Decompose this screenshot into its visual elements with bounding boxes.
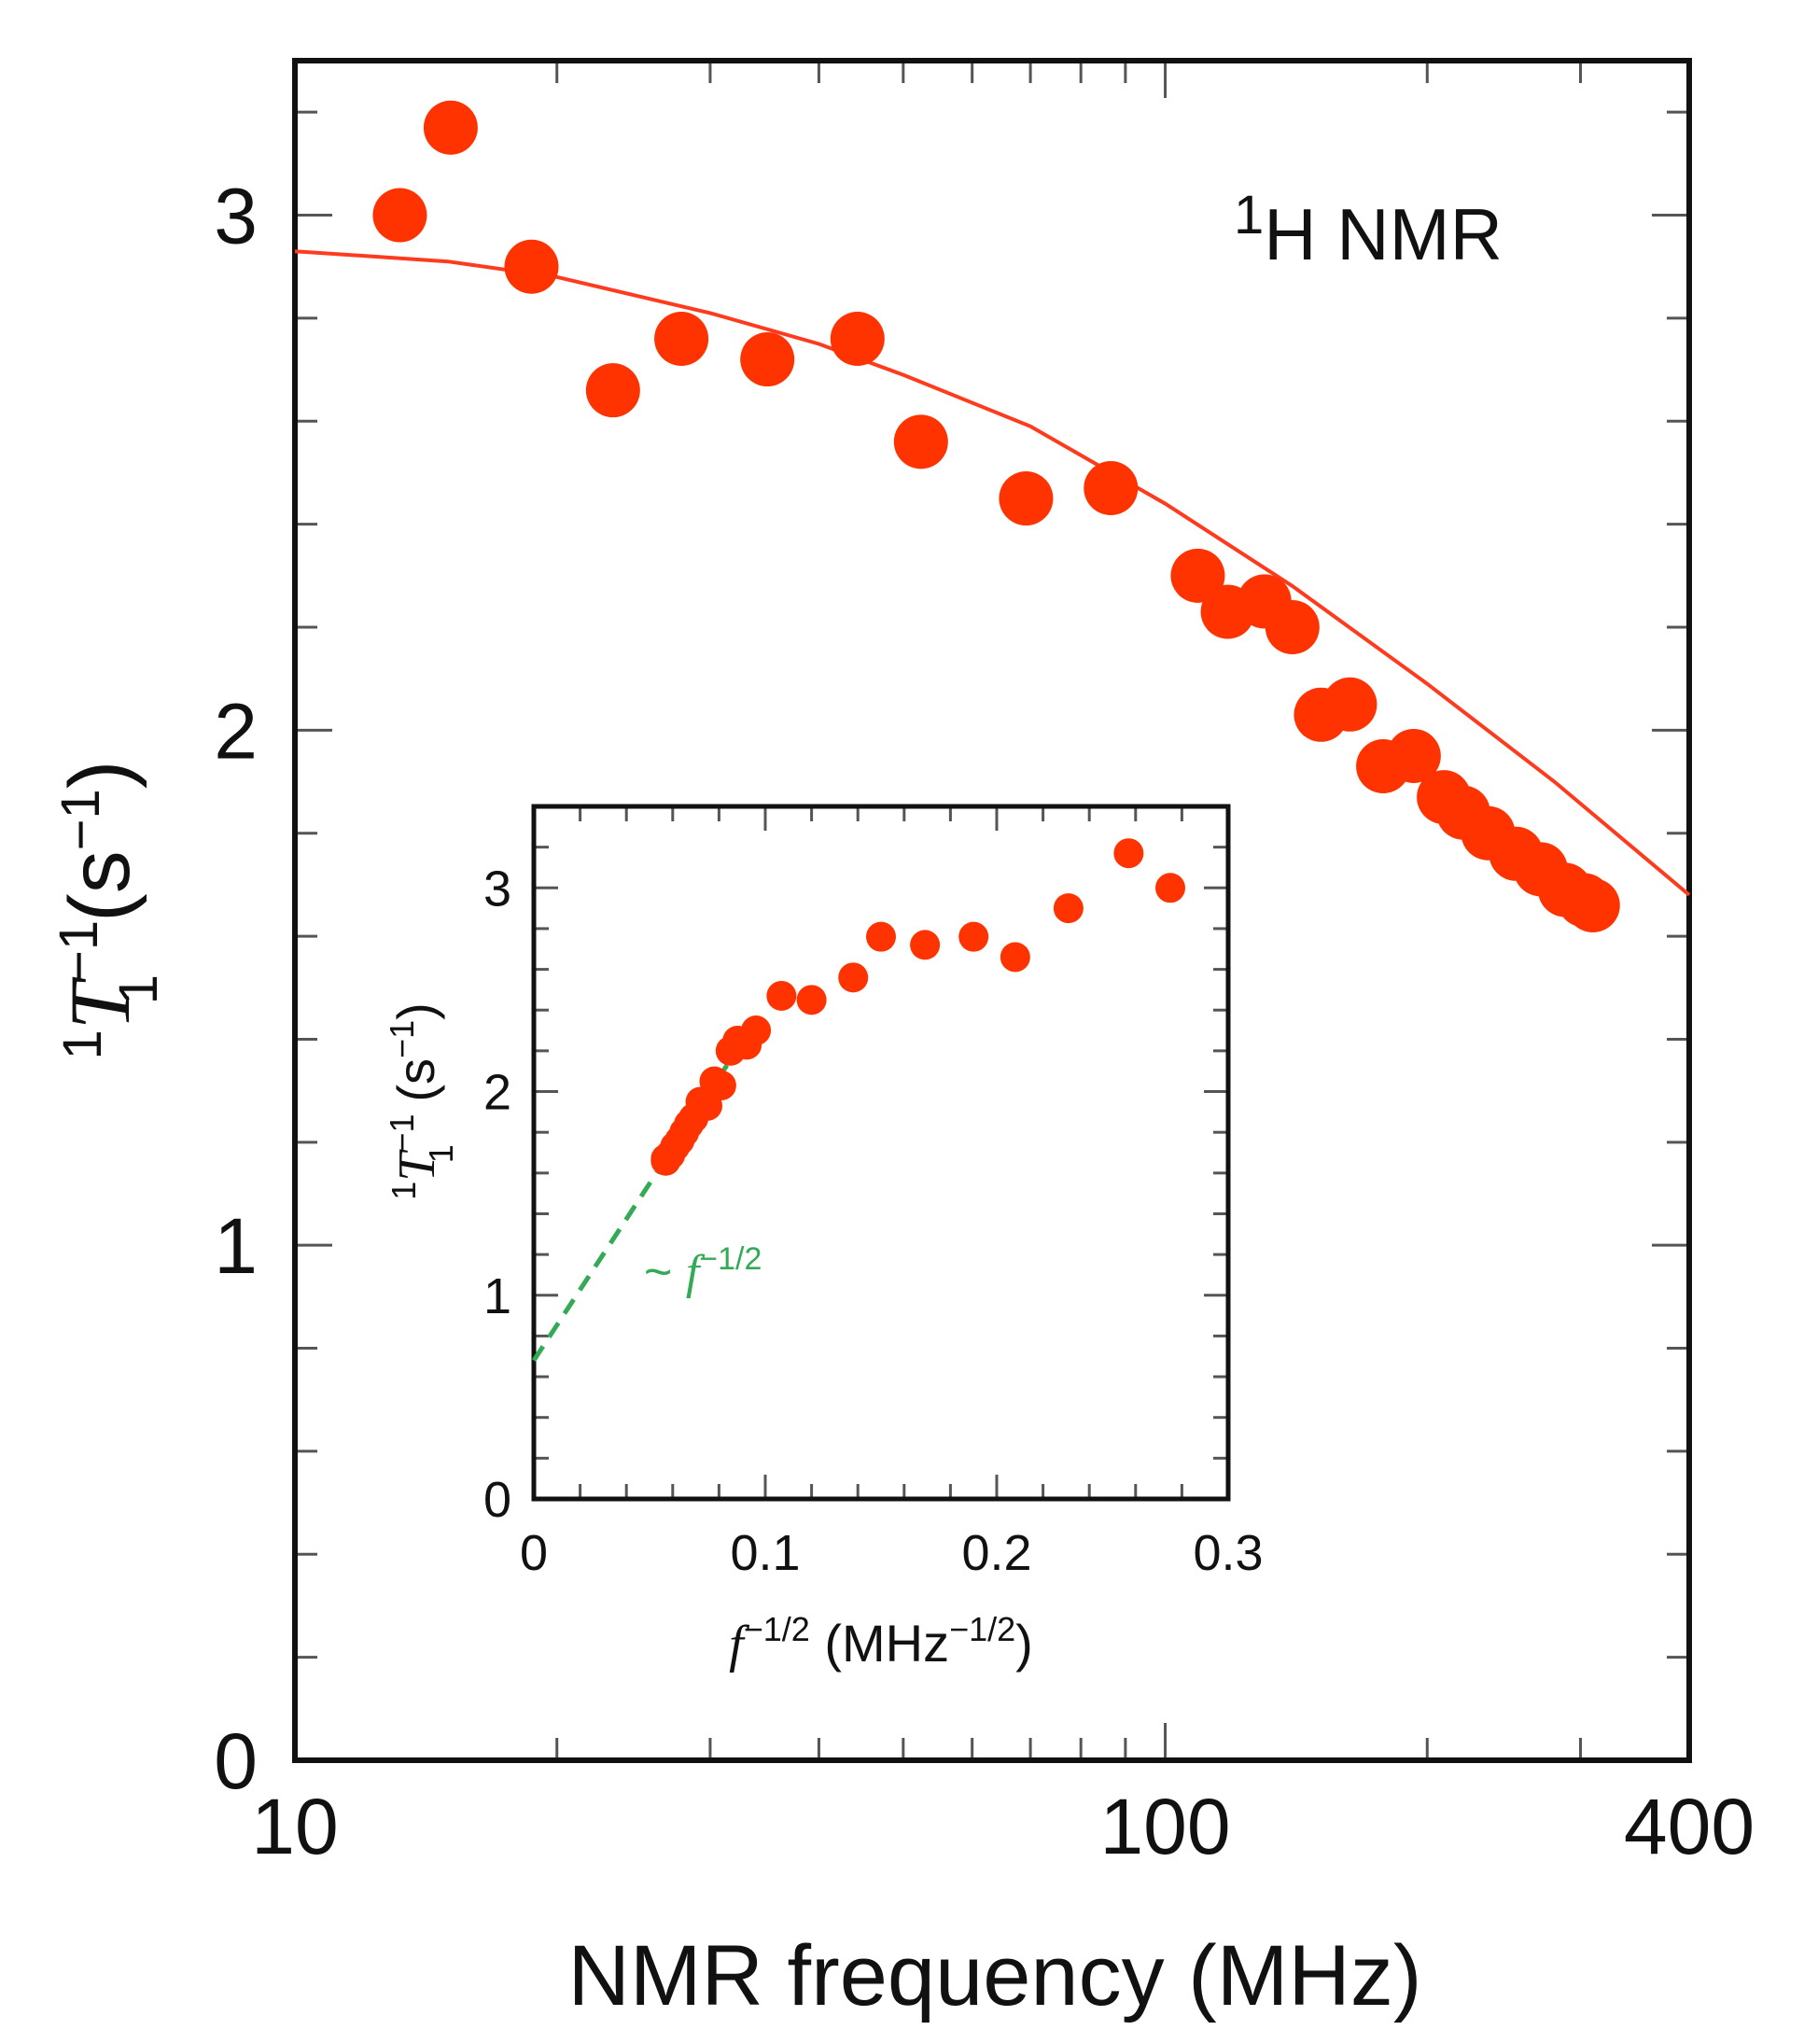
main-data-point [1322, 677, 1377, 732]
main-data-point [830, 311, 885, 366]
main-plot-frame [292, 58, 1692, 1763]
main-data-point [1565, 877, 1620, 932]
inset-data-point [866, 921, 896, 952]
inset-fit-label-prefix: ~ [644, 1245, 686, 1299]
main-data-point [1265, 600, 1320, 654]
inset-y-tick-label: 1 [483, 1268, 511, 1324]
inset-ylabel-symbol: T [388, 1149, 446, 1182]
main-y-tick-label: 3 [214, 173, 258, 260]
main-data-point [504, 239, 559, 294]
inset-data-point [1113, 838, 1144, 869]
main-ylabel-pre: 1 [52, 1029, 113, 1059]
svg-text:1T−11(s−1): 1T−11(s−1) [49, 761, 169, 1060]
inset-plot-frame [531, 804, 1231, 1502]
main-x-axis-title: NMR frequency (MHz) [567, 1928, 1421, 2023]
main-data-point [1386, 728, 1441, 783]
main-x-tick-label: 100 [1099, 1783, 1230, 1870]
main-data-point [654, 311, 709, 366]
inset-ylabel-sub: 1 [422, 1144, 460, 1163]
inset-data-point [796, 985, 827, 1015]
inset-data-point [910, 930, 941, 960]
inset-background [534, 806, 1228, 1499]
inset-ylabel-unit-sup: −1 [383, 1020, 421, 1058]
main-ylabel-unit: (s [52, 850, 147, 922]
main-data-point [372, 188, 427, 243]
inset-data-point [1053, 893, 1084, 924]
inset-data-point [766, 980, 797, 1011]
main-data-point [893, 414, 948, 469]
inset-fit-label-sup: −1/2 [699, 1241, 762, 1277]
main-y-tick-label: 2 [214, 687, 258, 775]
inset-data-point [1000, 942, 1030, 973]
svg-text:1T−11 (s−1): 1T−11 (s−1) [383, 1002, 460, 1200]
main-y-tick-label: 0 [214, 1717, 258, 1805]
inset-x-axis-title: f−1/2 (MHz−1/2) [729, 1610, 1033, 1673]
main-data-point [999, 471, 1054, 526]
main-ylabel-sup: −1 [49, 922, 109, 982]
inset-fit-label: ~ f−1/2 [644, 1241, 762, 1299]
main-points-group [372, 100, 1620, 932]
main-y-tick-label: 1 [214, 1202, 258, 1290]
nmr-annotation: 1H NMR [1234, 185, 1503, 275]
inset-xlabel-unit: (MHz [810, 1614, 949, 1673]
inset-fit-line [531, 1023, 756, 1362]
main-x-tick-label: 400 [1624, 1783, 1755, 1870]
main-ylabel-symbol: T [52, 976, 147, 1029]
main-data-point [585, 363, 640, 418]
inset-fit-group [531, 1023, 756, 1362]
main-data-point [740, 332, 795, 387]
main-ylabel-unit-sup: −1 [50, 789, 111, 850]
main-ylabel-sub: 1 [108, 974, 169, 1004]
inset-xlabel-close: ) [1015, 1614, 1033, 1673]
inset-x-tick-label: 0.3 [1193, 1525, 1263, 1581]
inset-ylabel-pre: 1 [385, 1182, 423, 1200]
inset-data-point [958, 921, 989, 952]
inset-data-point [838, 962, 869, 993]
inset-y-tick-label: 2 [483, 1065, 511, 1121]
annotation-superscript: 1 [1234, 185, 1264, 245]
inset-data-point [1155, 873, 1185, 903]
inset-ylabel-unit: (s [386, 1058, 445, 1116]
inset-data-point [715, 1035, 746, 1066]
main-data-point [1084, 461, 1139, 516]
inset-y-tick-label: 3 [483, 861, 511, 917]
main-x-tick-label: 10 [251, 1783, 338, 1870]
main-data-point [423, 100, 478, 155]
inset-ylabel-sup: −1 [383, 1115, 421, 1153]
inset-x-tick-label: 0.1 [730, 1525, 800, 1581]
inset-x-tick-label: 0.2 [961, 1525, 1031, 1581]
annotation-text: H NMR [1264, 193, 1503, 275]
inset-data-point [650, 1145, 681, 1176]
main-minor-ticks [295, 61, 1689, 1762]
inset-y-tick-label: 0 [483, 1472, 511, 1528]
inset-xlabel-sup: −1/2 [744, 1610, 810, 1648]
inset-x-tick-label: 0 [520, 1525, 548, 1581]
inset-tick-labels: 0 1 2 3 0 0.1 0.2 0.3 [483, 861, 1264, 1581]
inset-points-group [650, 838, 1185, 1176]
main-ylabel-close: ) [52, 761, 147, 790]
main-y-axis-title: 1T−11(s−1) [49, 761, 169, 1060]
inset-ylabel-close: ) [386, 1002, 445, 1020]
inset-xlabel-unit-sup: −1/2 [949, 1610, 1015, 1648]
inset-y-axis-title: 1T−11 (s−1) [383, 1002, 460, 1200]
main-data-point [1170, 548, 1225, 603]
